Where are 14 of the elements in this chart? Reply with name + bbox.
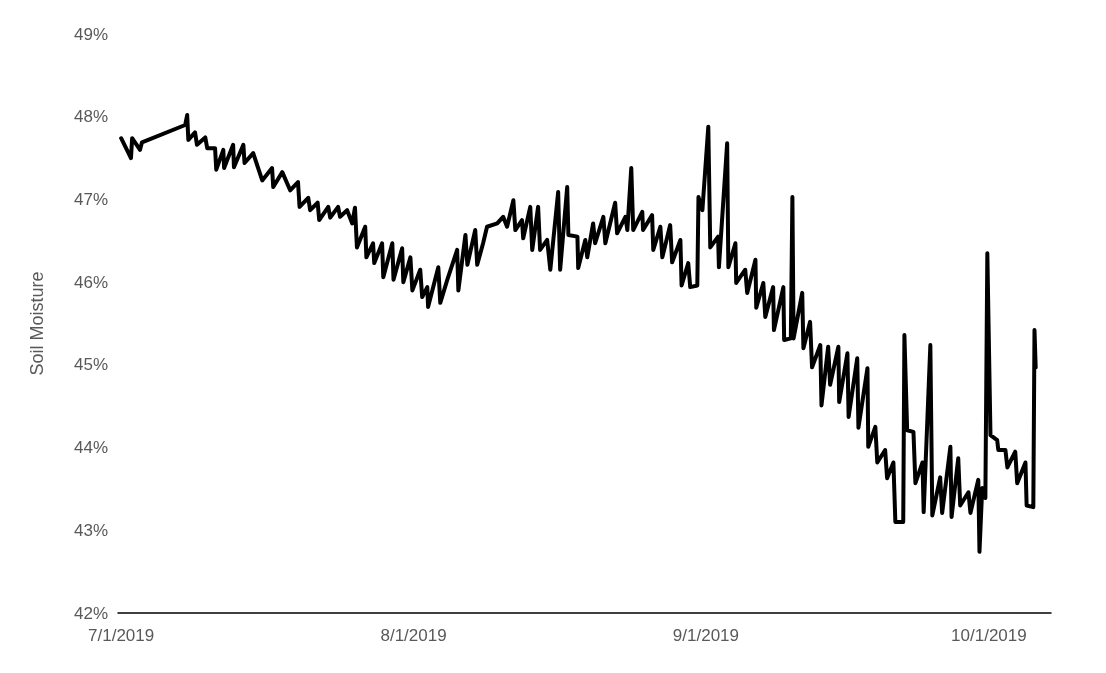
y-tick-label: 49% [74, 24, 109, 44]
y-tick-label: 44% [74, 438, 109, 458]
y-tick-label: 43% [74, 520, 109, 540]
y-tick-label: 47% [74, 189, 109, 209]
y-tick-label: 42% [74, 603, 109, 623]
x-tick-label: 10/1/2019 [951, 626, 1027, 645]
x-tick-label: 8/1/2019 [380, 626, 447, 645]
x-tick-label: 9/1/2019 [672, 626, 740, 645]
y-axis-title: Soil Moisture [27, 271, 47, 376]
x-tick-label: 7/1/2019 [88, 626, 155, 645]
y-tick-label: 48% [74, 107, 109, 127]
y-tick-label: 45% [74, 355, 109, 375]
line-series [119, 113, 1038, 554]
y-tick-label: 46% [74, 272, 109, 292]
